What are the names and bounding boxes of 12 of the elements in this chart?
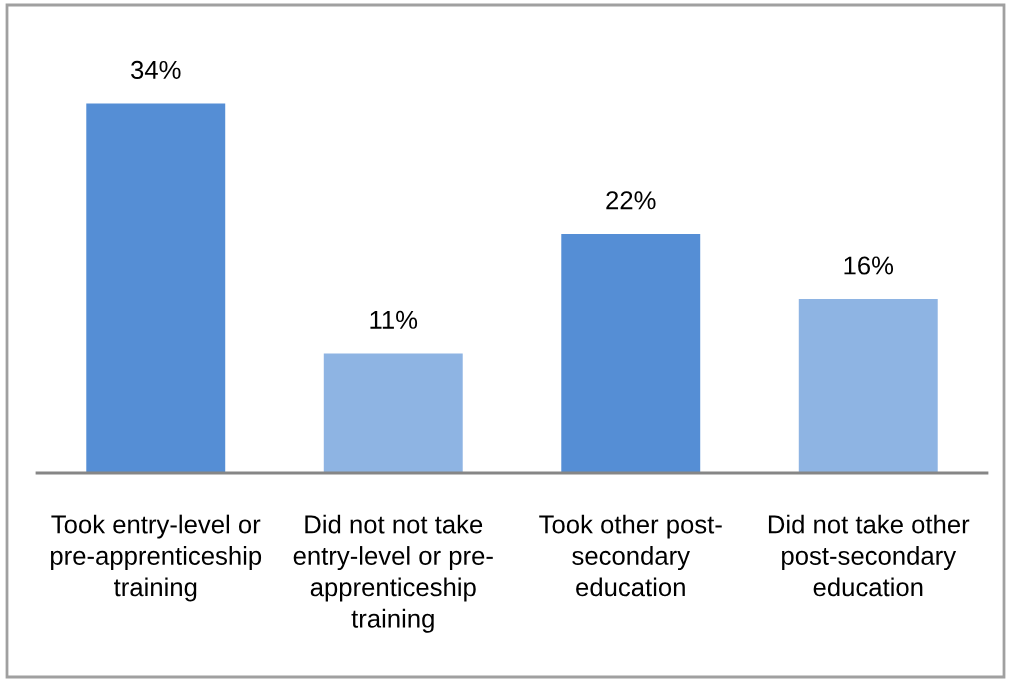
data-label: 22% — [606, 191, 656, 210]
data-label: 16% — [844, 256, 894, 275]
x-tick-label: Took other post- secondary education — [539, 514, 722, 597]
data-label: 11% — [370, 310, 418, 329]
x-tick-label: Did not take other post-secondary education — [768, 514, 970, 597]
bar — [86, 103, 226, 473]
bar — [561, 233, 701, 473]
x-tick-label: Took entry-level or pre-apprenticeship training — [51, 514, 262, 602]
x-tick-label: Did not not take entry-level or pre- apprenticeship training — [293, 514, 493, 633]
data-label: 34% — [131, 60, 181, 79]
bar — [323, 353, 463, 473]
bar — [798, 299, 938, 473]
